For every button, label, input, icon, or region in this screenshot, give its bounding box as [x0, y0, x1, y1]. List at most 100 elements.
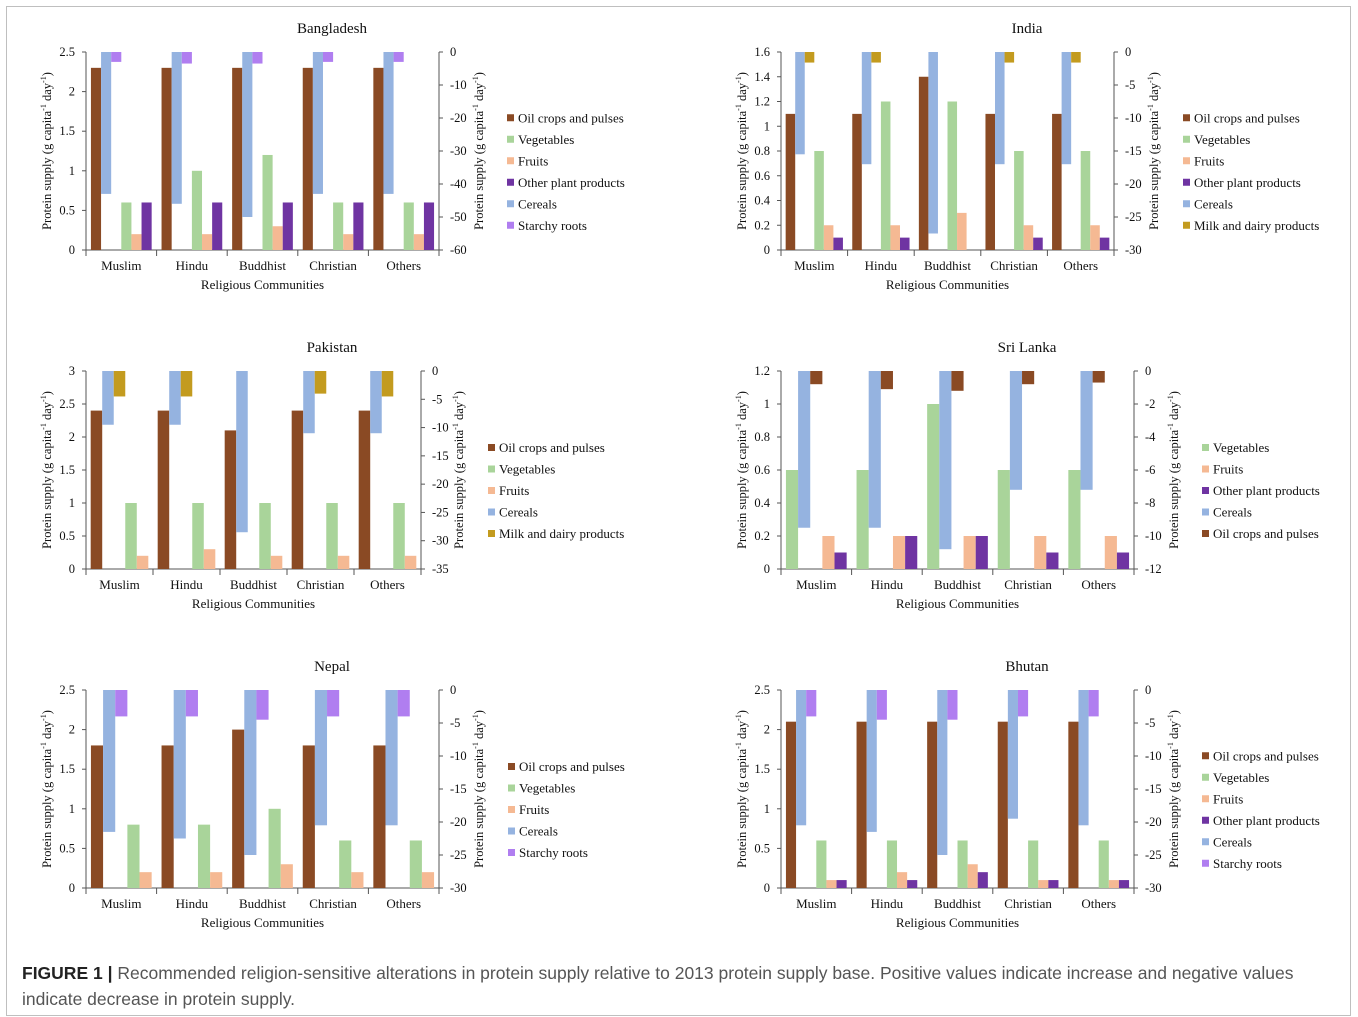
label-superscript: -1 — [734, 423, 743, 430]
x-tick-label: Christian — [297, 577, 345, 592]
bar-vegetables-muslim — [127, 824, 140, 888]
x-tick-label: Buddhist — [934, 896, 981, 911]
legend-entry: Fruits — [1213, 462, 1243, 477]
right-tick-label: -10 — [1125, 111, 1142, 125]
bar-cereals-buddhist — [236, 371, 248, 533]
legend-swatch-oil-crops-and-pulses — [1202, 530, 1209, 537]
left-tick-label: 0 — [69, 243, 75, 257]
bar-cereals-christian — [312, 52, 323, 194]
right-tick-label: -25 — [432, 505, 449, 519]
right-tick-label: -25 — [1125, 210, 1142, 224]
bar-oil-crops-and-pulses-muslim — [785, 113, 796, 250]
label-superscript: -1 — [734, 714, 743, 721]
legend-entry: Oil crops and pulses — [518, 110, 624, 125]
bar-fruits-muslim — [136, 555, 149, 569]
x-tick-label: Muslim — [794, 258, 834, 273]
bar-oil-crops-and-pulses-others — [373, 67, 384, 250]
legend-entry: Starchy roots — [1213, 856, 1282, 871]
right-tick-label: -35 — [432, 562, 449, 576]
legend-entry: Cereals — [1213, 505, 1252, 520]
bar-milk-and-dairy-products-others — [381, 371, 394, 397]
label-superscript: -1 — [471, 104, 480, 111]
label-part: Protein supply (g capita — [452, 429, 466, 549]
x-tick-label: Christian — [1004, 896, 1052, 911]
label-part: ) — [40, 391, 54, 395]
bar-vegetables-buddhist — [268, 808, 281, 888]
right-tick-label: -10 — [1145, 749, 1162, 763]
bar-other-plant-products-christian — [1046, 552, 1059, 569]
left-tick-label: 0.5 — [754, 841, 770, 855]
bar-vegetables-buddhist — [259, 503, 271, 569]
label-part: ) — [472, 72, 486, 76]
legend-entry: Vegetables — [518, 132, 574, 147]
label-superscript: -1 — [1166, 742, 1175, 749]
label-part: ) — [735, 710, 749, 714]
bar-fruits-christian — [1023, 225, 1034, 250]
bar-other-plant-products-muslim — [834, 552, 847, 569]
bar-vegetables-others — [403, 202, 414, 250]
label-part: ) — [1167, 391, 1181, 395]
bar-vegetables-buddhist — [947, 101, 958, 250]
bar-oil-crops-and-pulses-buddhist — [232, 729, 245, 888]
right-tick-label: -2 — [1145, 397, 1155, 411]
bar-cereals-muslim — [101, 52, 112, 194]
bar-milk-and-dairy-products-others — [1071, 52, 1081, 63]
right-tick-label: 0 — [432, 364, 438, 378]
x-tick-label: Others — [1063, 258, 1098, 273]
legend-swatch-other-plant-products — [1202, 816, 1209, 824]
legend-swatch-milk-and-dairy-products — [1183, 221, 1190, 229]
legend-swatch-fruits — [1202, 795, 1209, 803]
right-tick-label: 0 — [450, 683, 456, 697]
bar-fruits-hindu — [203, 549, 216, 569]
bar-fruits-hindu — [890, 225, 900, 250]
bar-vegetables-buddhist — [262, 154, 273, 250]
legend-entry: Cereals — [499, 505, 538, 520]
label-superscript: -1 — [39, 76, 48, 83]
bar-cereals-buddhist — [242, 52, 253, 217]
bar-vegetables-hindu — [880, 101, 891, 250]
left-tick-label: 1.2 — [754, 95, 770, 109]
bar-oil-crops-and-pulses-others — [373, 745, 386, 888]
label-part: day — [735, 720, 749, 742]
left-tick-label: 0 — [764, 243, 770, 257]
x-tick-label: Christian — [1004, 577, 1052, 592]
bar-fruits-muslim — [826, 880, 837, 888]
left-axis-label: Protein supply (g capita-1 day-1) — [734, 710, 749, 868]
left-tick-label: 1 — [764, 119, 770, 133]
bar-fruits-buddhist — [963, 536, 976, 569]
chart-title: Bangladesh — [297, 21, 367, 37]
chart-title: India — [1012, 21, 1043, 37]
left-tick-label: 1 — [69, 802, 75, 816]
left-tick-label: 0.4 — [754, 496, 770, 510]
x-tick-label: Muslim — [796, 577, 836, 592]
legend-entry: Fruits — [1213, 791, 1243, 806]
legend-entry: Other plant products — [1194, 175, 1301, 190]
label-part: day — [40, 401, 54, 423]
bar-cereals-hindu — [169, 371, 181, 425]
right-tick-label: -15 — [1145, 782, 1162, 796]
label-superscript: -1 — [1146, 76, 1155, 83]
left-axis-label: Protein supply (g capita-1 day-1) — [39, 391, 54, 549]
x-tick-label: Muslim — [796, 896, 836, 911]
bar-starchy-roots-buddhist — [947, 690, 958, 720]
left-tick-label: 0 — [69, 881, 75, 895]
bar-cereals-buddhist — [244, 690, 257, 855]
bar-other-plant-products-christian — [353, 202, 364, 250]
label-part: day — [472, 82, 486, 104]
bar-oil-crops-and-pulses-christian — [985, 113, 996, 250]
bar-cereals-hindu — [173, 690, 186, 839]
legend-swatch-vegetables — [508, 784, 515, 792]
left-axis-label: Protein supply (g capita-1 day-1) — [39, 72, 54, 230]
label-part: day — [472, 720, 486, 742]
legend-swatch-cereals — [507, 200, 514, 208]
legend-entry: Oil crops and pulses — [1213, 748, 1319, 763]
bar-fruits-muslim — [131, 234, 142, 250]
x-axis-label: Religious Communities — [896, 596, 1019, 611]
left-axis-label: Protein supply (g capita-1 day-1) — [734, 391, 749, 549]
bar-fruits-buddhist — [957, 212, 967, 250]
bar-oil-crops-and-pulses-hindu — [856, 721, 867, 888]
right-tick-label: -12 — [1145, 562, 1162, 576]
figure-caption: FIGURE 1 | Recommended religion-sensitiv… — [22, 960, 1342, 1012]
bar-oil-crops-and-pulses-buddhist — [927, 721, 938, 888]
bar-milk-and-dairy-products-christian — [1004, 52, 1015, 63]
